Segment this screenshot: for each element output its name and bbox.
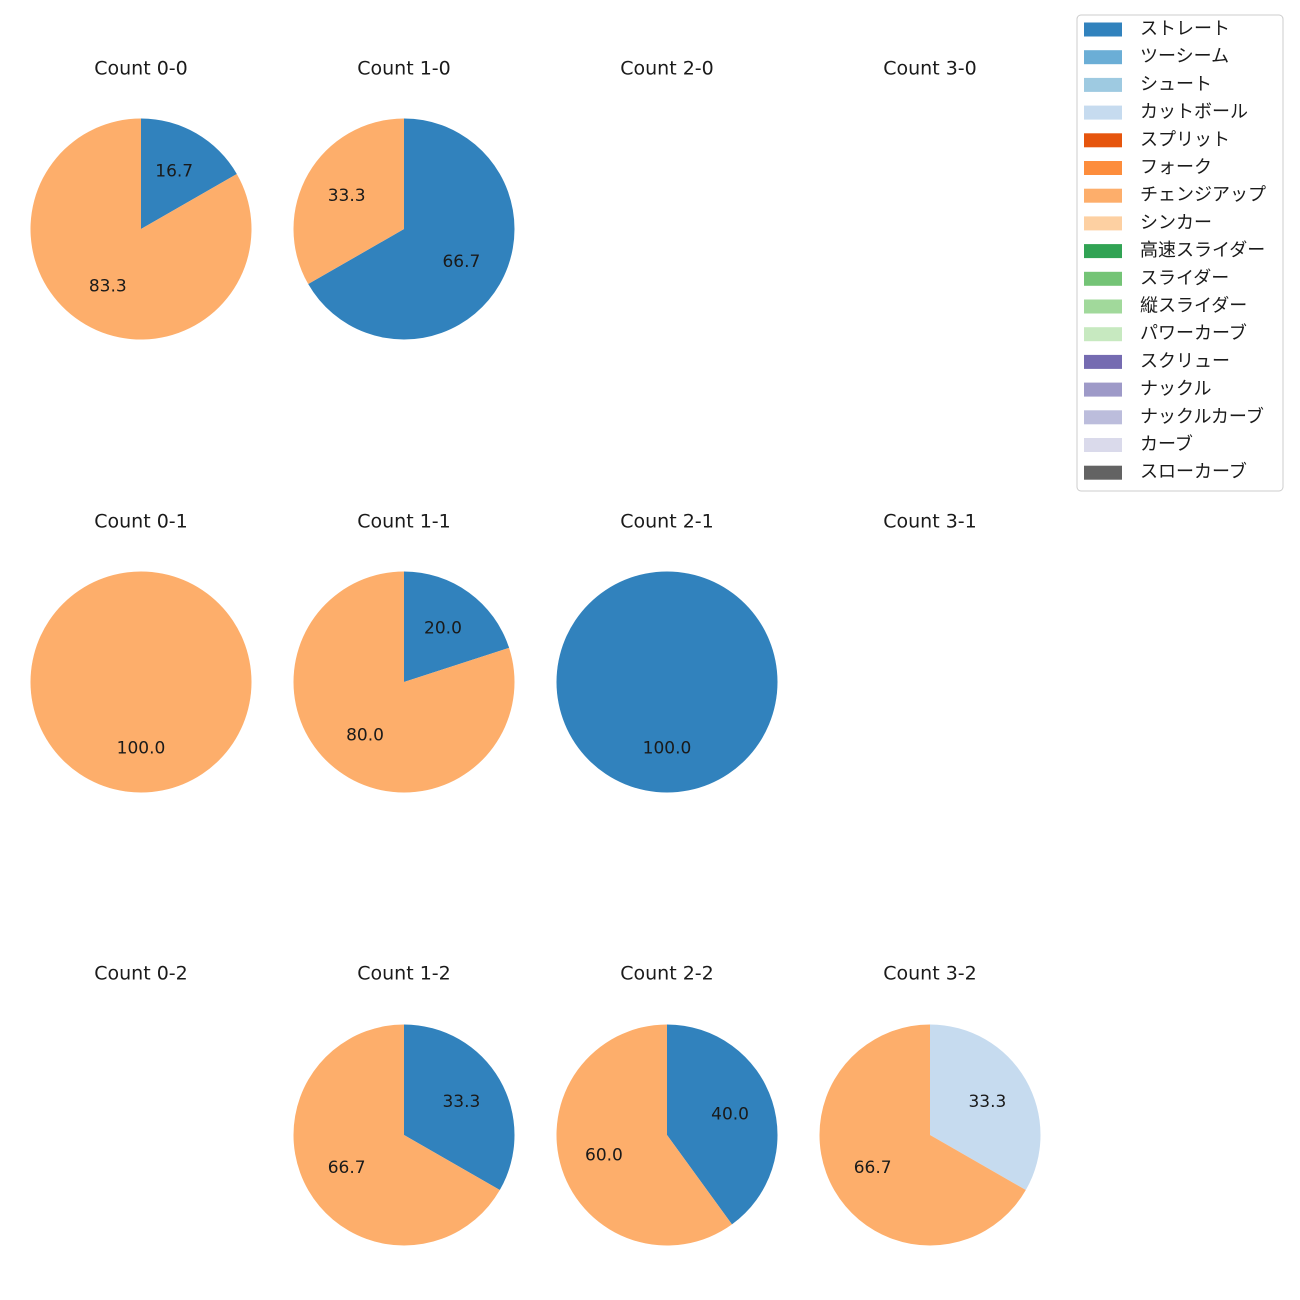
legend: ストレートツーシームシュートカットボールスプリットフォークチェンジアップシンカー… [1076, 14, 1284, 492]
legend-swatch [1084, 105, 1122, 120]
pie-title: Count 0-2 [94, 963, 188, 985]
legend-label: 高速スライダー [1140, 240, 1265, 261]
pie-title: Count 0-1 [94, 511, 188, 533]
legend-label: 縦スライダー [1140, 296, 1247, 317]
legend-label: ナックルカーブ [1140, 405, 1264, 427]
legend-swatch [1084, 133, 1122, 148]
legend-label: シンカー [1140, 212, 1212, 233]
pie-slice [293, 571, 515, 793]
legend-label: ナックル [1140, 379, 1211, 400]
pie-slice-label: 83.3 [89, 276, 127, 296]
pie-title: Count 2-1 [620, 511, 714, 533]
legend-swatch [1084, 382, 1122, 397]
legend-swatch [1084, 77, 1122, 92]
legend-swatch [1084, 410, 1122, 425]
pie-slice-label: 100.0 [643, 738, 692, 758]
legend-swatch [1084, 216, 1122, 231]
pie-slice [819, 1024, 1026, 1246]
legend-swatch [1084, 299, 1122, 314]
pie-slice-label: 80.0 [346, 726, 384, 746]
pie-slice-label: 40.0 [711, 1105, 749, 1125]
legend-label: スローカーブ [1140, 461, 1247, 483]
pie-slice-label: 60.0 [585, 1145, 623, 1165]
pie-title: Count 3-0 [883, 58, 977, 80]
legend-swatch [1084, 188, 1122, 203]
legend-label: パワーカーブ [1140, 322, 1247, 344]
legend-swatch [1084, 244, 1122, 259]
legend-swatch [1084, 271, 1122, 286]
pie-slice-label: 100.0 [117, 738, 166, 758]
pie-title: Count 1-0 [357, 58, 451, 80]
pie-title: Count 2-0 [620, 58, 714, 80]
pie-title: Count 0-0 [94, 58, 188, 80]
pie-title: Count 2-2 [620, 963, 714, 985]
pie-count-0-1: Count 0-1 100.0 [30, 511, 252, 793]
pie-slice-label: 66.7 [854, 1158, 892, 1178]
pie-slice [556, 571, 778, 793]
legend-swatch [1084, 465, 1122, 480]
pie-slice [293, 118, 404, 285]
legend-label: チェンジアップ [1140, 185, 1266, 206]
pie-slice [404, 1024, 515, 1191]
pie-slice-label: 66.7 [442, 252, 480, 272]
pie-count-1-1: Count 1-1 20.0 80.0 [293, 511, 515, 793]
pie-count-3-1: Count 3-1 [883, 511, 977, 533]
legend-label: スクリュー [1140, 351, 1230, 372]
legend-label: スライダー [1140, 268, 1229, 289]
pie-count-2-2: Count 2-2 40.0 60.0 [556, 963, 778, 1246]
legend-swatch [1084, 50, 1122, 65]
legend-label: シュート [1140, 74, 1212, 95]
pie-slice [141, 118, 237, 229]
pie-count-1-0: Count 1-0 66.7 33.3 [293, 58, 515, 340]
legend-swatch [1084, 354, 1122, 369]
pie-title: Count 1-2 [357, 963, 451, 985]
pie-slice [308, 118, 515, 340]
legend-label: フォーク [1140, 157, 1212, 178]
legend-frame [1076, 14, 1284, 492]
pie-count-1-2: Count 1-2 33.3 66.7 [293, 963, 515, 1246]
pie-slice [667, 1024, 778, 1225]
pie-count-3-2: Count 3-2 33.3 66.7 [819, 963, 1041, 1246]
pie-title: Count 1-1 [357, 511, 451, 533]
legend-label: ツーシーム [1140, 46, 1229, 67]
pie-slice-label: 33.3 [328, 186, 366, 206]
pie-slice [30, 571, 252, 793]
pie-count-3-0: Count 3-0 [883, 58, 977, 80]
legend-label: カーブ [1140, 433, 1193, 455]
pie-count-2-1: Count 2-1 100.0 [556, 511, 778, 793]
pie-slice [930, 1024, 1041, 1191]
pie-title: Count 3-1 [883, 511, 977, 533]
pie-slice-label: 16.7 [155, 162, 193, 182]
legend-swatch [1084, 327, 1122, 342]
pie-count-0-2: Count 0-2 [94, 963, 188, 985]
legend-label: ストレート [1140, 19, 1230, 40]
legend-swatch [1084, 161, 1122, 175]
legend-label: スプリット [1140, 129, 1230, 150]
legend-label: カットボール [1140, 102, 1248, 123]
pie-slice-label: 33.3 [968, 1092, 1006, 1112]
pie-count-0-0: Count 0-0 16.7 83.3 [30, 58, 252, 340]
pie-count-2-0: Count 2-0 [620, 58, 714, 80]
legend-swatch [1084, 438, 1122, 452]
pie-slice-label: 66.7 [328, 1158, 366, 1178]
pie-slice [293, 1024, 500, 1246]
pie-slice [30, 118, 252, 340]
pie-title: Count 3-2 [883, 963, 977, 985]
pie-slice [404, 571, 510, 682]
legend-swatch [1084, 22, 1122, 37]
pie-slice-label: 20.0 [424, 618, 462, 638]
pie-slice [556, 1024, 732, 1246]
pie-slice-label: 33.3 [442, 1092, 480, 1112]
